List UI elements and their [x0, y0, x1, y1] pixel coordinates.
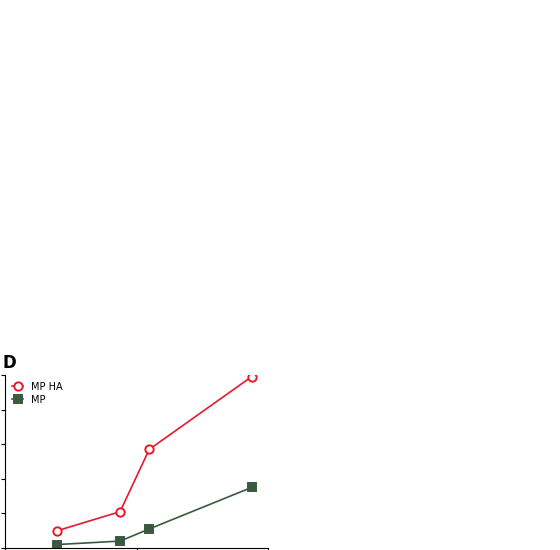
MP: [116, 538, 123, 544]
MP: [248, 484, 255, 491]
MP HA: [146, 446, 153, 453]
MP: [54, 541, 60, 548]
MP: [146, 526, 153, 532]
MP HA: [116, 508, 123, 515]
Line: MP: MP: [53, 483, 256, 549]
Text: D: D: [2, 354, 16, 372]
MP HA: [54, 527, 60, 534]
MP HA: [248, 373, 255, 380]
Line: MP HA: MP HA: [53, 372, 256, 535]
Legend: MP HA, MP: MP HA, MP: [10, 380, 65, 406]
